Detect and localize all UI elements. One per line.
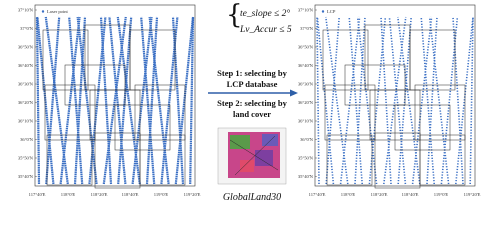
track (73, 16, 87, 185)
lat-label: 36°50'N (18, 45, 34, 50)
track (131, 16, 153, 185)
tile-outline (344, 64, 406, 106)
right-map: LCP 37°10'N 37°0'N 36°50'N 36°40'N 36°30'N 36°… (298, 4, 481, 197)
track (148, 16, 170, 185)
criterion: te_slope ≤ 2° (240, 8, 290, 19)
criterion: Lv_Accur ≤ 5 (239, 25, 292, 35)
lon-label: 118°20'E (91, 192, 108, 197)
arrow-head (290, 89, 298, 97)
lat-label: 36°10'N (18, 119, 34, 124)
tile-outline (322, 29, 369, 91)
track (174, 16, 195, 185)
lon-label: 119°0'E (154, 192, 169, 197)
tile-outline (409, 29, 456, 91)
legend-marker (321, 10, 325, 13)
track (68, 16, 84, 185)
lon-label: 119°20'E (184, 192, 201, 197)
track (102, 16, 127, 185)
tile-outline (394, 104, 451, 151)
inset-caption: GlobalLand30 (223, 192, 281, 203)
lat-label: 35°50'N (298, 156, 314, 161)
lat-label: 37°10'N (18, 8, 34, 13)
lon-label: 118°40'E (402, 192, 419, 197)
tile-outline (114, 104, 171, 151)
step-text: land cover (233, 109, 271, 119)
track (44, 16, 69, 185)
track (76, 16, 98, 185)
lat-label: 36°40'N (18, 63, 34, 68)
lat-label: 37°0'N (300, 26, 314, 31)
lon-label: 119°20'E (464, 192, 481, 197)
legend-label: Laser point (47, 9, 69, 14)
lat-label: 36°0'N (20, 137, 34, 142)
track (140, 16, 156, 185)
lat-label: 36°50'N (298, 45, 314, 50)
brace: { (226, 0, 243, 30)
lon-label: 117°40'E (309, 192, 326, 197)
lat-label: 36°30'N (298, 82, 314, 87)
tile-outline (64, 64, 126, 106)
track (356, 16, 378, 185)
lat-label: 36°20'N (298, 100, 314, 105)
lat-label: 35°40'N (18, 174, 34, 179)
lat-label: 35°50'N (18, 156, 34, 161)
legend-box (318, 7, 358, 16)
step-text: Step 2: selecting by (217, 98, 287, 108)
track (428, 16, 450, 185)
track (99, 16, 113, 185)
track (171, 16, 185, 185)
track (36, 16, 55, 185)
legend-marker (41, 10, 45, 13)
lon-label: 118°20'E (371, 192, 388, 197)
tile-outline (134, 84, 186, 141)
track (325, 16, 349, 185)
lat-label: 36°10'N (298, 119, 314, 124)
tile-outline (419, 134, 466, 186)
lon-label: 117°40'E (29, 192, 46, 197)
inset-map (217, 127, 287, 185)
tile-outline (42, 29, 89, 91)
figure: Laser point 37°10'N 37°0'N 36°50'N 36°40'N 36… (18, 0, 481, 203)
lon-label: 118°40'E (122, 192, 139, 197)
left-map: Laser point 37°10'N 37°0'N 36°50'N 36°40'N 36… (18, 4, 201, 197)
step-text: Step 1: selecting by (217, 68, 287, 78)
tile-outline (414, 84, 466, 141)
lat-label: 37°0'N (20, 26, 34, 31)
track (116, 16, 141, 185)
lon-label: 118°0'E (61, 192, 76, 197)
tile-outline (324, 84, 376, 141)
lat-label: 37°10'N (298, 8, 314, 13)
tile-outline (326, 134, 373, 186)
track (59, 16, 81, 185)
map-frame (314, 4, 476, 187)
step-text: LCP database (227, 79, 278, 89)
tile-outline (129, 29, 176, 91)
lat-label: 35°40'N (298, 174, 314, 179)
track (117, 16, 133, 185)
track (397, 16, 421, 185)
track (108, 16, 127, 185)
track (35, 16, 41, 185)
track (145, 16, 159, 185)
legend-label: LCP (327, 9, 336, 14)
lat-label: 36°30'N (18, 82, 34, 87)
tile-outline (46, 134, 93, 186)
lat-label: 36°20'N (18, 100, 34, 105)
lat-label: 36°40'N (298, 63, 314, 68)
tile-outline (44, 84, 96, 141)
lat-label: 36°0'N (300, 137, 314, 142)
track (189, 16, 195, 185)
lon-label: 119°0'E (434, 192, 449, 197)
track (45, 16, 61, 185)
legend-box (38, 7, 78, 16)
lon-label: 118°0'E (341, 192, 356, 197)
tile-outline (139, 134, 186, 186)
